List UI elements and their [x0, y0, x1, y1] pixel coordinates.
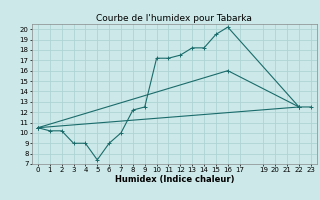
- Title: Courbe de l'humidex pour Tabarka: Courbe de l'humidex pour Tabarka: [96, 14, 252, 23]
- X-axis label: Humidex (Indice chaleur): Humidex (Indice chaleur): [115, 175, 234, 184]
